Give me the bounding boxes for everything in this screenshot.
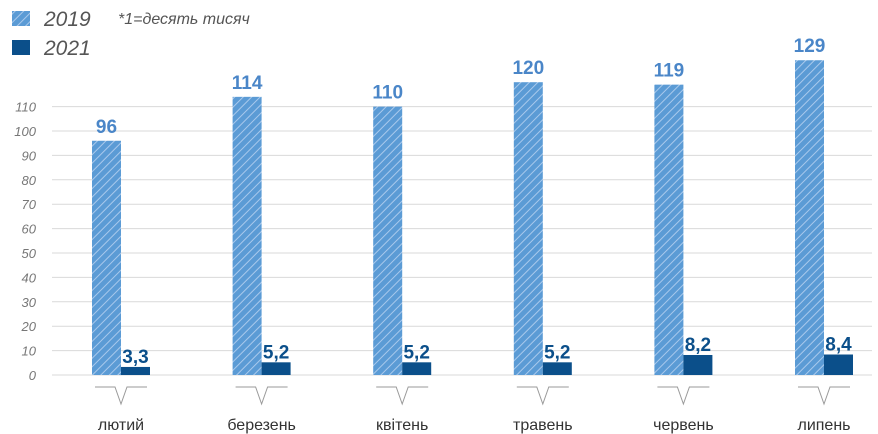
legend-swatch-2019 bbox=[12, 11, 30, 26]
category-marker bbox=[798, 386, 850, 406]
x-category-label: червень bbox=[653, 417, 714, 434]
category-marker bbox=[235, 386, 288, 406]
data-label-2021: 5,2 bbox=[403, 342, 429, 363]
x-category-label: квітень bbox=[376, 417, 428, 434]
y-tick-label: 50 bbox=[22, 246, 37, 261]
category-marker bbox=[95, 386, 147, 406]
legend-item-2021: 2021 bbox=[12, 37, 91, 60]
data-label-2019: 129 bbox=[794, 36, 826, 57]
data-label-2019: 114 bbox=[232, 73, 263, 94]
x-category-label: травень bbox=[513, 417, 573, 434]
x-category-label: липень bbox=[797, 417, 850, 434]
data-label-2019: 119 bbox=[654, 61, 685, 82]
x-axis: лютий березень квітень травень червень липень bbox=[95, 386, 851, 434]
y-tick-label: 110 bbox=[15, 100, 36, 115]
y-tick-label: 100 bbox=[14, 124, 36, 139]
category-marker bbox=[376, 386, 429, 406]
bar-2019 bbox=[373, 106, 403, 375]
bar-2021 bbox=[683, 354, 713, 375]
bar-2019 bbox=[795, 60, 824, 376]
bars: 96 3,3 114 5,2 110 5,2 120 5,2 119 8,2 129 8,4 bbox=[92, 36, 853, 376]
bar-2019 bbox=[92, 140, 121, 375]
data-label-2021: 3,3 bbox=[122, 347, 148, 368]
y-tick-label: 70 bbox=[22, 197, 37, 212]
bar-2021 bbox=[261, 362, 291, 375]
bar-2019 bbox=[654, 84, 684, 375]
y-tick-label: 60 bbox=[22, 222, 37, 237]
x-category-label: березень bbox=[227, 417, 296, 434]
y-tick-label: 10 bbox=[22, 344, 37, 359]
bar-2019 bbox=[232, 96, 262, 375]
y-tick-label: 0 bbox=[29, 368, 37, 383]
bar-2021 bbox=[542, 362, 572, 375]
bar-2019 bbox=[513, 82, 543, 375]
y-tick-label: 90 bbox=[22, 148, 37, 163]
legend-label-2019: 2019 bbox=[43, 8, 91, 31]
y-tick-label: 30 bbox=[22, 295, 37, 310]
legend-label-2021: 2021 bbox=[43, 37, 91, 60]
y-tick-label: 40 bbox=[22, 270, 37, 285]
data-label-2019: 120 bbox=[512, 58, 544, 79]
legend: 2019 *1=десять тисяч 2021 bbox=[12, 8, 250, 60]
legend-item-2019: 2019 bbox=[12, 8, 91, 31]
data-label-2021: 5,2 bbox=[263, 342, 289, 363]
bar-2021 bbox=[402, 362, 432, 375]
data-label-2019: 96 bbox=[96, 117, 117, 138]
legend-note: *1=десять тисяч bbox=[118, 11, 250, 28]
x-category-label: лютий bbox=[98, 417, 144, 434]
y-axis-ticks: 0 10 20 30 40 50 60 70 80 90 100 110 bbox=[14, 100, 36, 383]
category-marker bbox=[516, 386, 569, 406]
bar-2021 bbox=[824, 354, 853, 375]
y-tick-label: 20 bbox=[21, 319, 37, 334]
data-label-2019: 110 bbox=[372, 83, 403, 104]
legend-swatch-2021 bbox=[12, 40, 30, 55]
category-marker bbox=[657, 386, 710, 406]
data-label-2021: 8,2 bbox=[685, 335, 711, 356]
y-tick-label: 80 bbox=[22, 173, 37, 188]
gridlines bbox=[52, 106, 872, 376]
bar-2021 bbox=[121, 366, 150, 375]
data-label-2021: 8,4 bbox=[825, 335, 852, 356]
data-label-2021: 5,2 bbox=[544, 342, 570, 363]
